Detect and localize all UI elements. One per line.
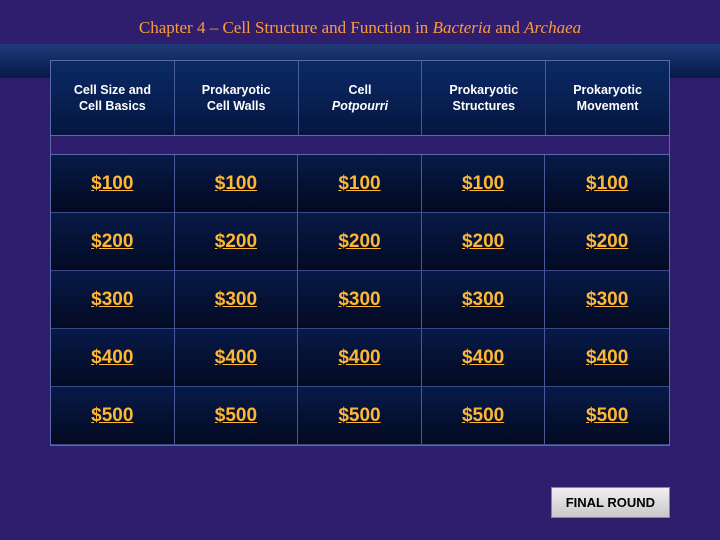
value-grid: $100 $100 $100 $100 $100 $200 $200 $200 $200 $200… xyxy=(51,155,669,445)
value-amount: $500 xyxy=(338,405,380,427)
category-line1: Prokaryotic xyxy=(202,82,271,98)
value-cell[interactable]: $300 xyxy=(545,271,669,329)
value-cell[interactable]: $100 xyxy=(422,155,546,213)
value-amount: $300 xyxy=(215,289,257,311)
value-amount: $300 xyxy=(586,289,628,311)
value-amount: $200 xyxy=(91,231,133,253)
category-line1: Cell Size and xyxy=(74,82,151,98)
category-header: ProkaryoticCell Walls xyxy=(175,61,299,135)
value-amount: $200 xyxy=(338,231,380,253)
board-gap xyxy=(51,135,669,155)
category-header: Cell Size andCell Basics xyxy=(51,61,175,135)
value-cell[interactable]: $500 xyxy=(422,387,546,445)
value-amount: $300 xyxy=(91,289,133,311)
category-line2: Potpourri xyxy=(332,98,388,114)
category-line2: Cell Basics xyxy=(74,98,151,114)
value-cell[interactable]: $400 xyxy=(51,329,175,387)
category-line2: Cell Walls xyxy=(202,98,271,114)
value-cell[interactable]: $300 xyxy=(175,271,299,329)
title-prefix: Chapter 4 – Cell Structure and Function … xyxy=(139,18,433,37)
value-amount: $100 xyxy=(462,173,504,195)
title-container: Chapter 4 – Cell Structure and Function … xyxy=(0,0,720,48)
title-mid: and xyxy=(491,18,524,37)
value-cell[interactable]: $200 xyxy=(175,213,299,271)
value-amount: $300 xyxy=(462,289,504,311)
value-cell[interactable]: $100 xyxy=(545,155,669,213)
category-header: ProkaryoticStructures xyxy=(422,61,546,135)
value-amount: $400 xyxy=(338,347,380,369)
value-cell[interactable]: $400 xyxy=(175,329,299,387)
value-cell[interactable]: $100 xyxy=(175,155,299,213)
value-cell[interactable]: $400 xyxy=(545,329,669,387)
category-header: CellPotpourri xyxy=(299,61,423,135)
category-line1: Prokaryotic xyxy=(449,82,518,98)
value-cell[interactable]: $100 xyxy=(298,155,422,213)
value-cell[interactable]: $300 xyxy=(298,271,422,329)
game-board: Cell Size andCell BasicsProkaryoticCell … xyxy=(50,60,670,446)
value-amount: $500 xyxy=(462,405,504,427)
category-line2: Structures xyxy=(449,98,518,114)
category-line2: Movement xyxy=(573,98,642,114)
value-cell[interactable]: $500 xyxy=(51,387,175,445)
value-cell[interactable]: $200 xyxy=(298,213,422,271)
value-amount: $100 xyxy=(338,173,380,195)
value-cell[interactable]: $400 xyxy=(422,329,546,387)
value-cell[interactable]: $500 xyxy=(175,387,299,445)
value-cell[interactable]: $100 xyxy=(51,155,175,213)
value-amount: $100 xyxy=(215,173,257,195)
page-title: Chapter 4 – Cell Structure and Function … xyxy=(139,18,581,37)
value-cell[interactable]: $500 xyxy=(545,387,669,445)
value-amount: $200 xyxy=(586,231,628,253)
value-amount: $500 xyxy=(91,405,133,427)
title-ital2: Archaea xyxy=(524,18,581,37)
value-cell[interactable]: $200 xyxy=(51,213,175,271)
final-round-button[interactable]: FINAL ROUND xyxy=(551,487,670,518)
value-cell[interactable]: $500 xyxy=(298,387,422,445)
value-amount: $500 xyxy=(586,405,628,427)
value-amount: $200 xyxy=(215,231,257,253)
value-amount: $300 xyxy=(338,289,380,311)
value-cell[interactable]: $300 xyxy=(422,271,546,329)
value-amount: $400 xyxy=(586,347,628,369)
value-cell[interactable]: $300 xyxy=(51,271,175,329)
value-amount: $100 xyxy=(586,173,628,195)
value-cell[interactable]: $200 xyxy=(545,213,669,271)
category-line1: Cell xyxy=(332,82,388,98)
category-row: Cell Size andCell BasicsProkaryoticCell … xyxy=(51,61,669,135)
value-amount: $200 xyxy=(462,231,504,253)
title-ital1: Bacteria xyxy=(433,18,492,37)
value-amount: $400 xyxy=(462,347,504,369)
value-amount: $400 xyxy=(91,347,133,369)
value-amount: $100 xyxy=(91,173,133,195)
category-line1: Prokaryotic xyxy=(573,82,642,98)
value-cell[interactable]: $400 xyxy=(298,329,422,387)
value-amount: $400 xyxy=(215,347,257,369)
value-cell[interactable]: $200 xyxy=(422,213,546,271)
value-amount: $500 xyxy=(215,405,257,427)
category-header: ProkaryoticMovement xyxy=(546,61,669,135)
